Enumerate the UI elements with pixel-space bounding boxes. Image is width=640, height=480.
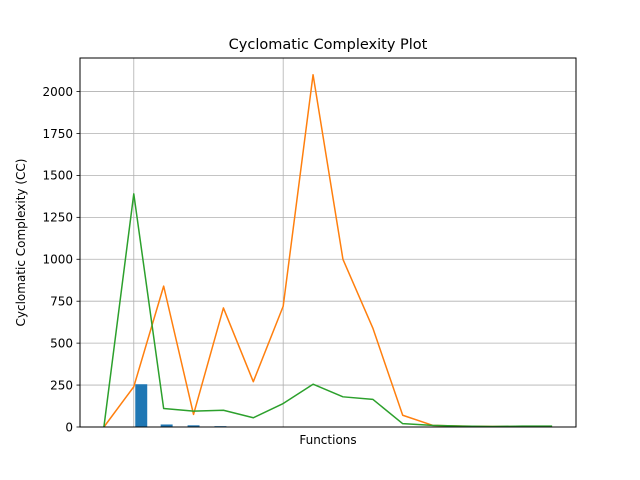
y-tick-label: 250 <box>50 378 73 392</box>
y-tick-label: 1000 <box>42 253 73 267</box>
grid <box>80 58 576 427</box>
y-tick-label: 750 <box>50 295 73 309</box>
chart-title: Cyclomatic Complexity Plot <box>229 37 428 53</box>
plot-frame <box>79 57 577 428</box>
line-series <box>103 74 553 428</box>
y-tick-label: 2000 <box>42 85 73 99</box>
series-line-2 <box>103 193 553 428</box>
y-tick-label: 1750 <box>42 127 73 141</box>
y-axis-title: Cyclomatic Complexity (CC) <box>14 159 28 327</box>
bar <box>187 425 200 427</box>
bar <box>135 384 148 427</box>
y-tick-label: 0 <box>65 420 73 434</box>
bar <box>160 424 173 427</box>
y-axis: 0 250 500 750 1000 1250 1500 1750 2000 <box>42 85 80 434</box>
y-tick-label: 1250 <box>42 211 73 225</box>
y-tick-label: 500 <box>50 336 73 350</box>
y-tick-label: 1500 <box>42 169 73 183</box>
x-axis-title: Functions <box>299 433 356 447</box>
